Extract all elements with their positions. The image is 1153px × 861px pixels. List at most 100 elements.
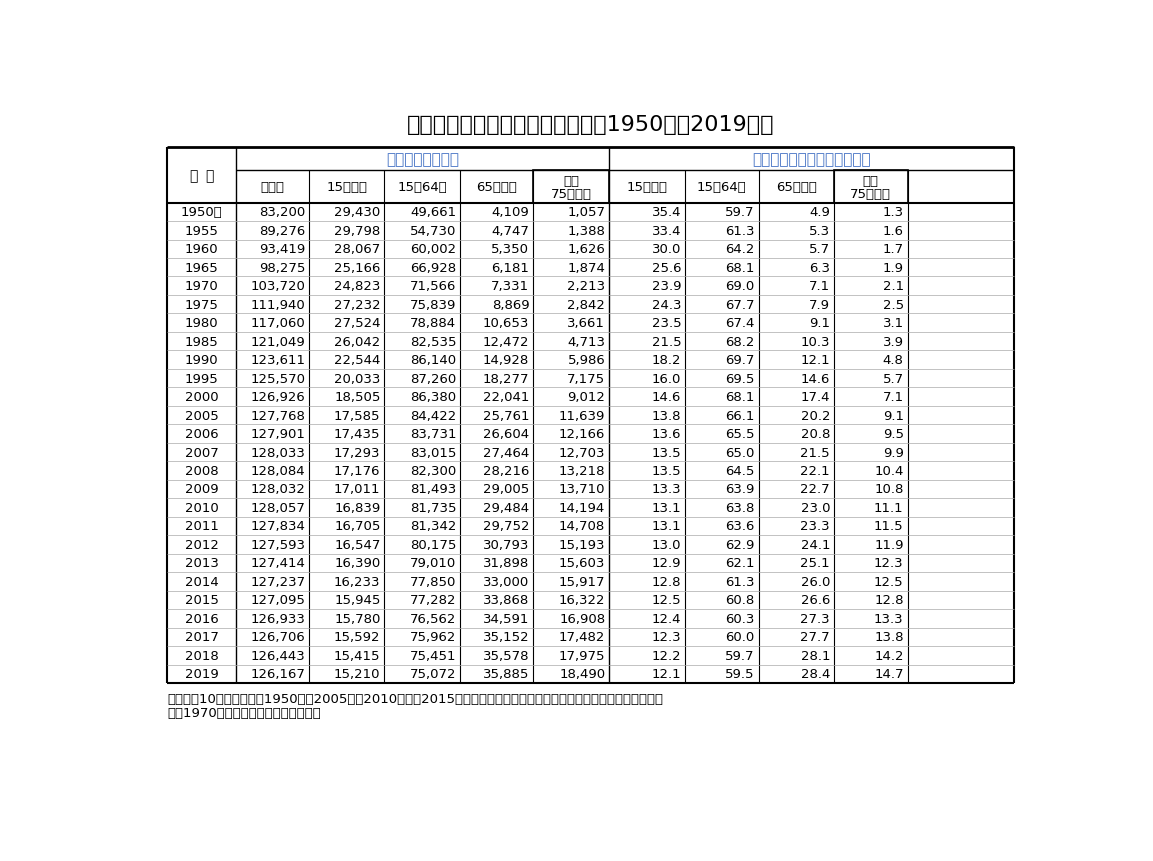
Text: 127,834: 127,834 [250, 520, 306, 533]
Text: 21.5: 21.5 [800, 446, 830, 459]
Text: 2016: 2016 [184, 612, 218, 625]
Text: 表４　年齢３区分別人口の推移（1950年～2019年）: 表４ 年齢３区分別人口の推移（1950年～2019年） [407, 115, 775, 135]
Text: 12,166: 12,166 [559, 428, 605, 441]
Text: 11.1: 11.1 [874, 501, 904, 514]
Text: 18,277: 18,277 [483, 372, 529, 385]
Text: 29,752: 29,752 [483, 520, 529, 533]
Text: 22,041: 22,041 [483, 391, 529, 404]
Text: 77,850: 77,850 [410, 575, 457, 588]
Text: 6.3: 6.3 [809, 262, 830, 275]
Text: 17,585: 17,585 [334, 409, 380, 422]
Text: 16,908: 16,908 [559, 612, 605, 625]
Text: 75,072: 75,072 [410, 667, 457, 680]
Text: 31,898: 31,898 [483, 557, 529, 570]
Text: 13.1: 13.1 [651, 501, 681, 514]
Text: 13,218: 13,218 [559, 464, 605, 478]
Text: 17,293: 17,293 [334, 446, 380, 459]
Text: 20,033: 20,033 [334, 372, 380, 385]
Text: 1.7: 1.7 [882, 243, 904, 256]
Text: 127,095: 127,095 [250, 594, 306, 607]
Text: 67.4: 67.4 [725, 317, 755, 330]
Text: 1975: 1975 [184, 298, 218, 312]
Text: 7.1: 7.1 [882, 391, 904, 404]
Text: 29,430: 29,430 [334, 206, 380, 219]
Text: 27,232: 27,232 [334, 298, 380, 312]
Text: 65.5: 65.5 [725, 428, 755, 441]
Text: うち: うち [862, 175, 879, 188]
Text: 15,193: 15,193 [559, 538, 605, 551]
Text: 93,419: 93,419 [259, 243, 306, 256]
Text: 1.9: 1.9 [883, 262, 904, 275]
Text: 7,331: 7,331 [491, 280, 529, 293]
Text: 年: 年 [189, 169, 198, 183]
Text: 15,592: 15,592 [334, 630, 380, 643]
Text: 人　口　（千人）: 人 口 （千人） [386, 152, 459, 167]
Text: 27.3: 27.3 [800, 612, 830, 625]
Text: 67.7: 67.7 [725, 298, 755, 312]
Text: 28,067: 28,067 [334, 243, 380, 256]
Text: 総人口に占める割合　（％）: 総人口に占める割合 （％） [753, 152, 872, 167]
Text: 83,015: 83,015 [410, 446, 457, 459]
Text: 2014: 2014 [184, 575, 218, 588]
Text: 次: 次 [205, 169, 213, 183]
Text: 2019: 2019 [184, 667, 218, 680]
Text: 13.1: 13.1 [651, 520, 681, 533]
Text: 26.0: 26.0 [800, 575, 830, 588]
Text: 65.0: 65.0 [725, 446, 755, 459]
Text: 5.3: 5.3 [809, 225, 830, 238]
Text: 75歳以上: 75歳以上 [551, 188, 591, 201]
Text: 80,175: 80,175 [410, 538, 457, 551]
Text: 30,793: 30,793 [483, 538, 529, 551]
Text: 2,213: 2,213 [567, 280, 605, 293]
Text: 33,000: 33,000 [483, 575, 529, 588]
Bar [533, 171, 609, 203]
Text: 68.1: 68.1 [725, 391, 755, 404]
Text: 60.3: 60.3 [725, 612, 755, 625]
Text: 103,720: 103,720 [250, 280, 306, 293]
Text: 13.8: 13.8 [874, 630, 904, 643]
Text: 17,975: 17,975 [559, 649, 605, 662]
Text: 2013: 2013 [184, 557, 218, 570]
Text: 1995: 1995 [184, 372, 218, 385]
Text: 12.1: 12.1 [651, 667, 681, 680]
Text: 17.4: 17.4 [800, 391, 830, 404]
Text: 29,484: 29,484 [483, 501, 529, 514]
Text: 65歳以上: 65歳以上 [776, 181, 816, 194]
Text: 18.2: 18.2 [651, 354, 681, 367]
Text: 69.7: 69.7 [725, 354, 755, 367]
Text: 4,713: 4,713 [567, 335, 605, 348]
Text: 7.9: 7.9 [809, 298, 830, 312]
Text: 5.7: 5.7 [809, 243, 830, 256]
Text: 12.5: 12.5 [874, 575, 904, 588]
Text: 15,945: 15,945 [334, 594, 380, 607]
Text: 2.5: 2.5 [882, 298, 904, 312]
Text: 49,661: 49,661 [410, 206, 457, 219]
Text: 82,535: 82,535 [410, 335, 457, 348]
Text: 13.3: 13.3 [874, 612, 904, 625]
Text: 128,032: 128,032 [250, 483, 306, 496]
Text: 81,342: 81,342 [410, 520, 457, 533]
Text: 64.5: 64.5 [725, 464, 755, 478]
Text: 2000: 2000 [184, 391, 218, 404]
Text: 20.2: 20.2 [800, 409, 830, 422]
Text: 14.7: 14.7 [874, 667, 904, 680]
Text: 62.1: 62.1 [725, 557, 755, 570]
Text: 12.1: 12.1 [800, 354, 830, 367]
Text: 111,940: 111,940 [250, 298, 306, 312]
Text: 23.3: 23.3 [800, 520, 830, 533]
Text: 84,422: 84,422 [410, 409, 457, 422]
Text: 77,282: 77,282 [410, 594, 457, 607]
Text: 11,639: 11,639 [559, 409, 605, 422]
Text: 25.1: 25.1 [800, 557, 830, 570]
Text: 1.6: 1.6 [883, 225, 904, 238]
Text: 12.3: 12.3 [651, 630, 681, 643]
Text: 4.9: 4.9 [809, 206, 830, 219]
Text: 17,482: 17,482 [559, 630, 605, 643]
Text: 27.7: 27.7 [800, 630, 830, 643]
Text: 60.0: 60.0 [725, 630, 755, 643]
Text: 125,570: 125,570 [250, 372, 306, 385]
Text: 13.8: 13.8 [651, 409, 681, 422]
Text: 63.9: 63.9 [725, 483, 755, 496]
Text: 15,917: 15,917 [559, 575, 605, 588]
Text: 24.3: 24.3 [651, 298, 681, 312]
